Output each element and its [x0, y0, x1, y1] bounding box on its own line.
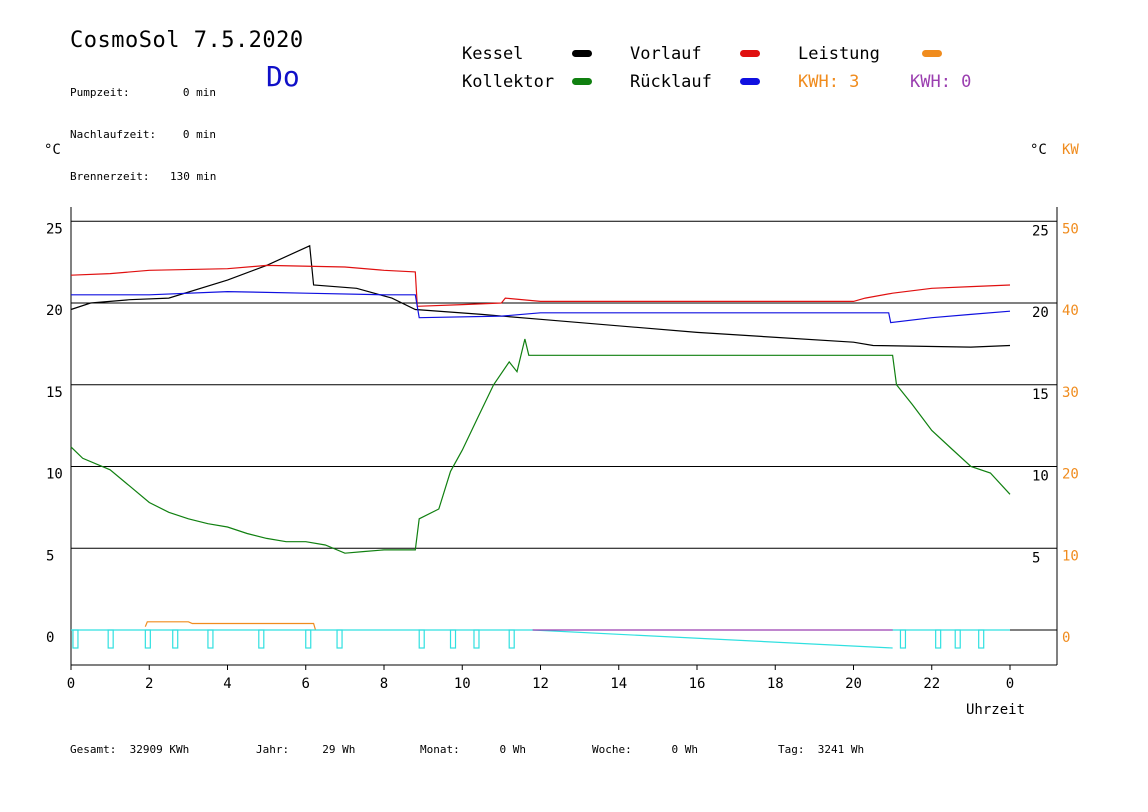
x-tick-label: 4	[223, 676, 231, 692]
legend-leistung-swatch	[922, 50, 942, 57]
y-left-tick-label: 20	[46, 303, 63, 319]
pump-pulse	[978, 629, 985, 649]
y-right-tick-label: 15	[1032, 387, 1049, 403]
series-layer	[70, 244, 1011, 649]
x-tick-label: 16	[689, 676, 706, 692]
y-left-tick-label: 15	[46, 385, 63, 401]
pump-pulse	[72, 629, 79, 649]
legend-vorlauf-swatch	[740, 50, 760, 57]
pump-pulse	[954, 629, 961, 649]
stat-nachlaufzeit: Nachlaufzeit: 0 min	[70, 128, 216, 141]
pump-pulse	[207, 629, 214, 649]
y-left-tick-label: 10	[46, 467, 63, 483]
legend-kwh-orange: KWH: 3	[798, 72, 860, 92]
x-tick-label: 2	[145, 676, 153, 692]
pump-pulse	[305, 629, 312, 649]
x-tick-label: 14	[610, 676, 627, 692]
pump-pulse	[418, 629, 425, 649]
legend-ruecklauf-swatch	[740, 78, 760, 85]
legend-vorlauf-label: Vorlauf	[630, 44, 702, 64]
x-tick-label: 8	[380, 676, 388, 692]
x-tick-label: 6	[302, 676, 310, 692]
pump-pulse	[449, 629, 457, 649]
pump-pulse	[336, 629, 343, 649]
y-right-kw-tick-label: 20	[1062, 467, 1079, 483]
legend-kwh-purple: KWH: 0	[910, 72, 972, 92]
footer-tag: Tag: 3241 Wh	[778, 743, 865, 756]
series-line-kessel	[70, 244, 1011, 348]
stat-brennerzeit: Brennerzeit: 130 min	[70, 170, 217, 183]
y-right-kw-tick-label: 40	[1062, 303, 1079, 319]
pump-pulse	[473, 629, 480, 649]
footer-woche: Woche: 0 Wh	[592, 743, 698, 756]
y-right-kw-tick-label: 50	[1062, 221, 1079, 237]
series-line-leistung	[144, 621, 317, 631]
page-title: CosmoSol 7.5.2020	[70, 28, 304, 53]
series-line-vorlauf	[70, 264, 1011, 307]
y-left-tick-label: 5	[46, 548, 54, 564]
x-tick-label: 22	[923, 676, 940, 692]
stat-pumpzeit: Pumpzeit: 0 min	[70, 86, 216, 99]
x-tick-label: 12	[532, 676, 549, 692]
legend-kessel-swatch	[572, 50, 592, 57]
x-tick-label: 0	[1006, 676, 1014, 692]
y-left-tick-label: 0	[46, 630, 54, 646]
y-right-kw-tick-label: 0	[1062, 630, 1070, 646]
y-right-kw-tick-label: 10	[1062, 548, 1079, 564]
series-line-rcklauf	[71, 290, 1011, 324]
y-right-tick-label: 20	[1032, 305, 1049, 321]
x-axis-label: Uhrzeit	[966, 702, 1026, 718]
y-right-tick-label: 5	[1032, 550, 1040, 566]
tick-labels: 0 2 4 6 8 10 12 14 16 18 20 22 0 0 5 10 15 20 25 5 10 15 20 25 0…	[46, 221, 1079, 692]
x-tick-label: 18	[767, 676, 784, 692]
pump-pulse	[144, 629, 151, 649]
footer-monat: Monat: 0 Wh	[420, 743, 526, 756]
x-tick-label: 20	[845, 676, 862, 692]
right-axis-unit-kw: KW	[1062, 142, 1079, 158]
pump-pulse	[899, 629, 907, 649]
pump-pulse	[508, 629, 515, 649]
y-left-tick-label: 25	[46, 221, 63, 237]
series-line-kollektor	[70, 338, 1011, 554]
y-right-tick-label: 25	[1032, 223, 1049, 239]
pump-pulse	[107, 629, 114, 649]
footer-gesamt: Gesamt: 32909 KWh	[70, 743, 190, 756]
legend-ruecklauf-label: Rücklauf	[630, 72, 712, 92]
legend-kessel-label: Kessel	[462, 44, 524, 64]
footer-jahr: Jahr: 29 Wh	[256, 743, 356, 756]
pump-pulse	[258, 629, 265, 649]
legend-kollektor-label: Kollektor	[462, 72, 555, 92]
series-line-pumpe-slope	[532, 629, 893, 649]
legend-kollektor-swatch	[572, 78, 592, 85]
left-axis-unit: °C	[44, 142, 61, 158]
y-right-tick-label: 10	[1032, 469, 1049, 485]
right-axis-unit: °C	[1030, 142, 1047, 158]
x-tick-label: 0	[67, 676, 75, 692]
weekday: Do	[266, 60, 300, 93]
pump-pulse	[172, 629, 179, 649]
x-tick-label: 10	[454, 676, 471, 692]
pump-pulse	[935, 629, 942, 649]
stats-block: Pumpzeit: 0 min Nachlaufzeit: 0 min Brenne…	[70, 58, 216, 198]
legend-leistung-label: Leistung	[798, 44, 880, 64]
y-right-kw-tick-label: 30	[1062, 385, 1079, 401]
plot-frame	[70, 207, 1058, 670]
